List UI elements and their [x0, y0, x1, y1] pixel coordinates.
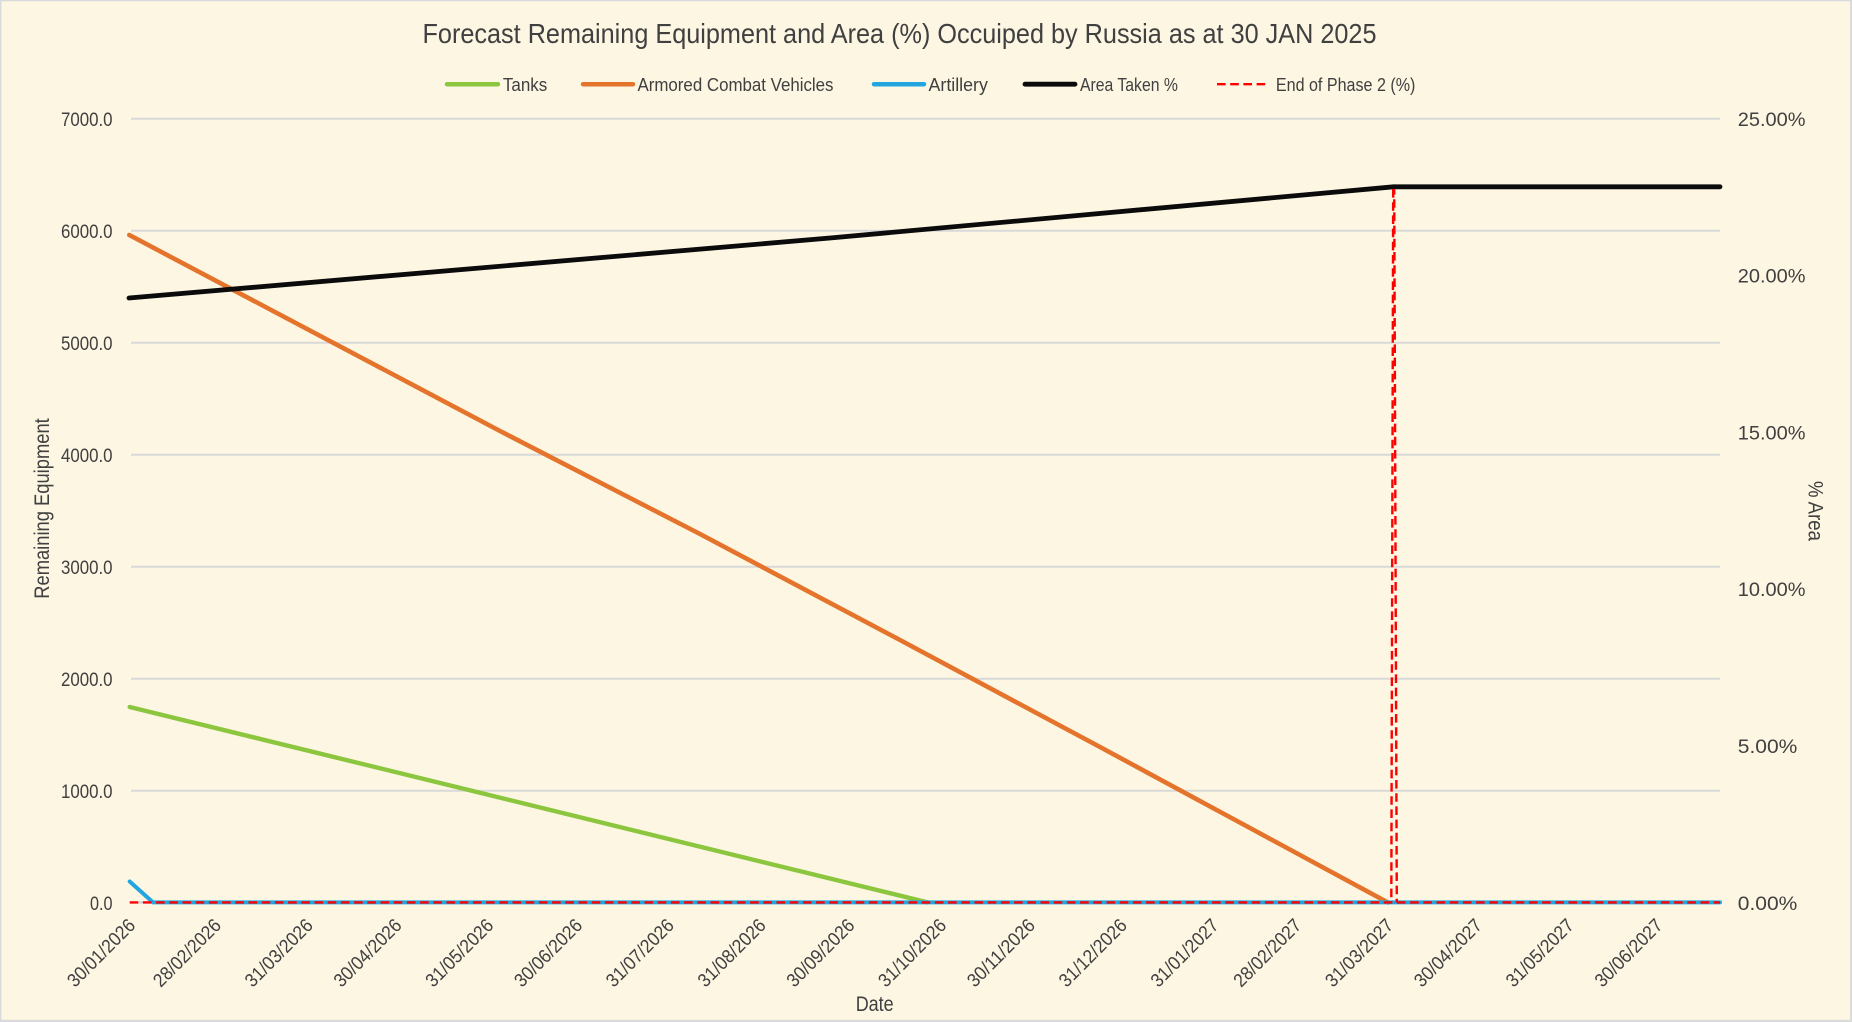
svg-text:5000.0: 5000.0: [61, 334, 113, 355]
svg-text:Remaining Equipment: Remaining Equipment: [31, 418, 54, 599]
svg-text:Artillery: Artillery: [929, 75, 988, 95]
svg-text:10.00%: 10.00%: [1738, 580, 1806, 601]
svg-text:6000.0: 6000.0: [61, 222, 113, 243]
svg-text:4000.0: 4000.0: [61, 446, 113, 467]
svg-text:25.00%: 25.00%: [1738, 110, 1806, 131]
svg-text:Tanks: Tanks: [503, 75, 547, 95]
svg-text:% Area: % Area: [1804, 481, 1827, 541]
svg-text:5.00%: 5.00%: [1738, 737, 1798, 758]
svg-text:1000.0: 1000.0: [61, 782, 113, 803]
svg-text:Date: Date: [856, 993, 894, 1016]
svg-text:0.00%: 0.00%: [1738, 894, 1798, 915]
svg-text:End of Phase 2 (%): End of Phase 2 (%): [1276, 75, 1416, 95]
svg-text:Area Taken %: Area Taken %: [1080, 75, 1178, 95]
svg-text:7000.0: 7000.0: [61, 110, 113, 131]
svg-text:15.00%: 15.00%: [1738, 423, 1806, 444]
svg-text:Forecast Remaining Equipment a: Forecast Remaining Equipment and Area (%…: [423, 18, 1377, 49]
svg-text:0.0: 0.0: [90, 894, 113, 915]
svg-text:3000.0: 3000.0: [61, 558, 113, 579]
svg-text:20.00%: 20.00%: [1738, 267, 1806, 288]
svg-text:Armored Combat Vehicles: Armored Combat Vehicles: [638, 75, 834, 95]
svg-text:2000.0: 2000.0: [61, 670, 113, 691]
